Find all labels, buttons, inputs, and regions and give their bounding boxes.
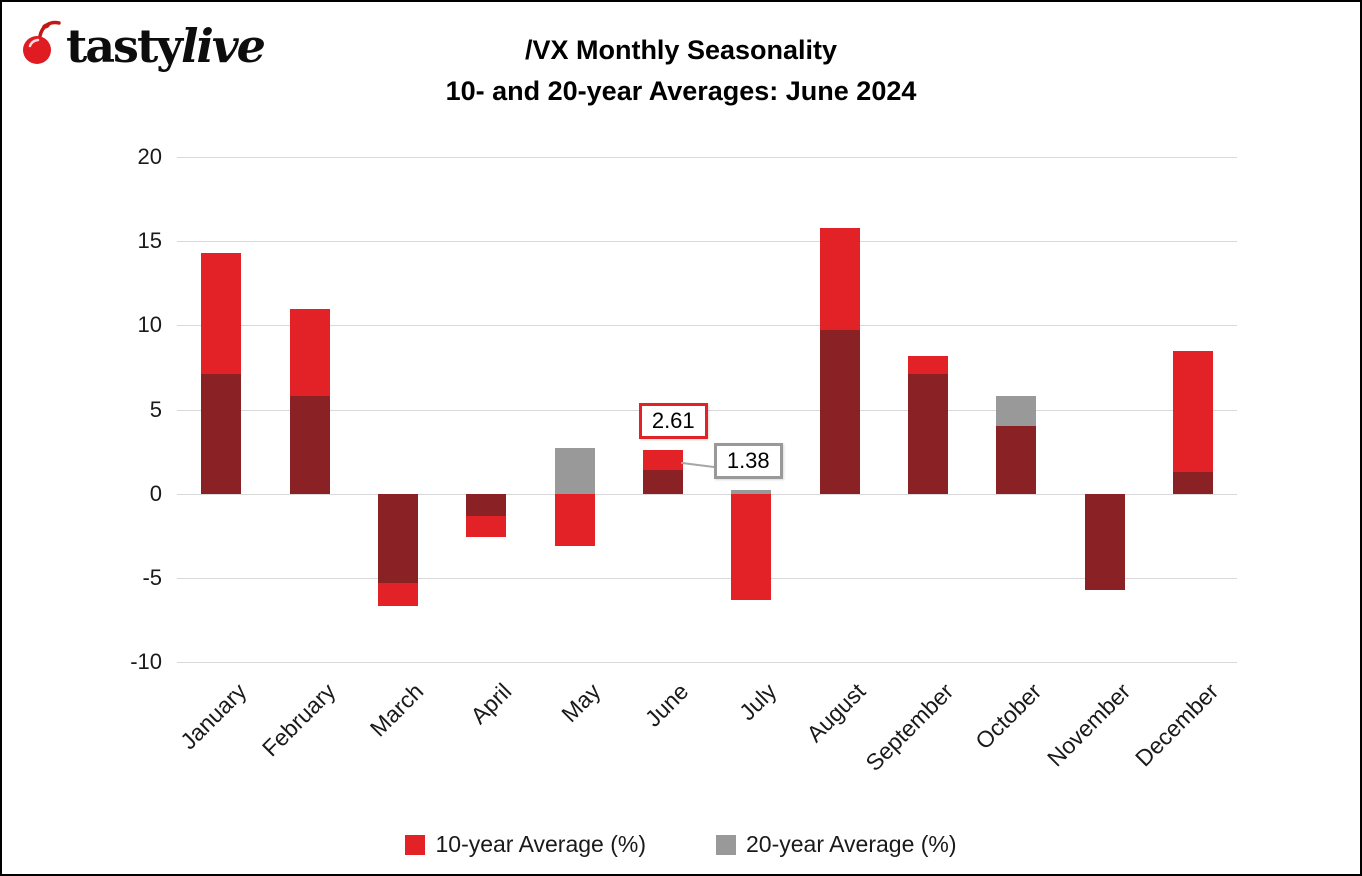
y-tick-label: -10 bbox=[130, 649, 162, 674]
bar-segment-10yr bbox=[554, 493, 595, 546]
tastylive-logo: tastylive bbox=[22, 18, 266, 73]
bar-segment-overlap bbox=[907, 374, 948, 494]
bar-segment-10yr bbox=[377, 582, 418, 607]
bar-segment-20yr bbox=[996, 396, 1037, 427]
y-tick-label: -5 bbox=[142, 564, 162, 590]
bar-segment-overlap bbox=[201, 374, 242, 494]
value-callout: 2.61 bbox=[638, 402, 708, 439]
bar-segment-10yr bbox=[642, 449, 683, 471]
x-axis-label: October bbox=[970, 678, 1047, 755]
bar-segment-overlap bbox=[1172, 471, 1213, 494]
x-axis-label: December bbox=[1129, 678, 1224, 772]
callout-leader-line bbox=[680, 462, 715, 469]
cherry-icon bbox=[22, 18, 62, 73]
chart-title-line1: /VX Monthly Seasonality bbox=[524, 35, 838, 65]
bar-segment-10yr bbox=[1172, 350, 1213, 472]
gridline bbox=[177, 325, 1237, 327]
bar-segment-20yr bbox=[554, 448, 595, 494]
y-tick-label: 5 bbox=[149, 396, 162, 422]
value-callout: 1.38 bbox=[713, 443, 783, 480]
x-axis-label: March bbox=[364, 678, 429, 742]
logo-live: live bbox=[180, 18, 266, 73]
gridline bbox=[177, 662, 1237, 663]
x-axis-label: June bbox=[639, 678, 694, 732]
logo-wordmark: tastylive bbox=[66, 23, 266, 69]
bar-segment-10yr bbox=[289, 308, 330, 397]
chart-title-line2: 10- and 20-year Averages: June 2024 bbox=[445, 75, 917, 106]
x-axis-label: January bbox=[175, 678, 252, 755]
bar-segment-10yr bbox=[466, 515, 507, 538]
gridline bbox=[177, 493, 1237, 495]
bar-segment-10yr bbox=[731, 493, 772, 600]
x-axis-label: May bbox=[555, 678, 605, 728]
legend-item-10yr: 10-year Average (%) bbox=[405, 831, 646, 858]
legend-label-10yr: 10-year Average (%) bbox=[435, 831, 646, 857]
legend: 10-year Average (%) 20-year Average (%) bbox=[2, 831, 1360, 858]
legend-swatch-10yr bbox=[405, 834, 426, 855]
legend-swatch-20yr bbox=[716, 834, 736, 855]
x-axis-label: September bbox=[860, 678, 959, 776]
x-axis-label: February bbox=[256, 678, 340, 762]
gridline bbox=[177, 577, 1237, 579]
bar-segment-10yr bbox=[819, 227, 860, 331]
bar-segment-overlap bbox=[642, 470, 683, 494]
chart-title: /VX Monthly Seasonality 10- and 20-year … bbox=[2, 30, 1360, 111]
bar-segment-overlap bbox=[377, 493, 418, 583]
y-tick-label: 10 bbox=[137, 312, 162, 338]
y-tick-label: 15 bbox=[137, 228, 162, 254]
bar-segment-overlap bbox=[996, 426, 1037, 494]
x-axis-label: July bbox=[734, 678, 782, 726]
bar-segment-20yr bbox=[731, 490, 772, 494]
gridline bbox=[177, 241, 1237, 243]
gridline bbox=[177, 157, 1237, 158]
y-tick-label: 20 bbox=[137, 144, 162, 169]
bar-segment-overlap bbox=[1084, 493, 1125, 590]
x-axis-label: November bbox=[1041, 678, 1135, 772]
x-axis-label: April bbox=[465, 678, 517, 729]
logo-tasty: tasty bbox=[66, 18, 183, 73]
legend-item-20yr: 20-year Average (%) bbox=[716, 831, 957, 858]
bar-segment-overlap bbox=[466, 493, 507, 516]
bar-segment-overlap bbox=[289, 396, 330, 494]
y-tick-label: 0 bbox=[149, 480, 162, 506]
legend-label-20yr: 20-year Average (%) bbox=[746, 831, 957, 857]
bar-segment-overlap bbox=[819, 330, 860, 494]
bar-segment-10yr bbox=[201, 252, 242, 375]
bar-segment-10yr bbox=[907, 355, 948, 375]
x-axis-label: August bbox=[800, 678, 870, 748]
